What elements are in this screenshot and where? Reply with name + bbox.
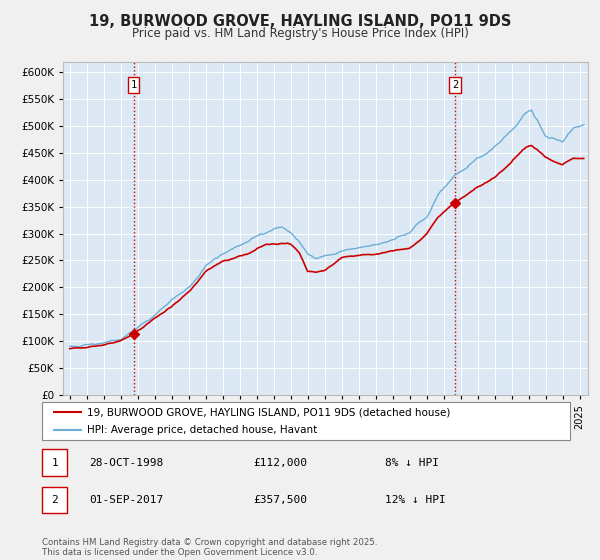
Text: HPI: Average price, detached house, Havant: HPI: Average price, detached house, Hava… [87,426,317,436]
Text: 19, BURWOOD GROVE, HAYLING ISLAND, PO11 9DS (detached house): 19, BURWOOD GROVE, HAYLING ISLAND, PO11 … [87,407,450,417]
Text: 12% ↓ HPI: 12% ↓ HPI [385,495,446,505]
Bar [42,449,67,476]
Text: 1: 1 [51,458,58,468]
Text: Price paid vs. HM Land Registry's House Price Index (HPI): Price paid vs. HM Land Registry's House … [131,27,469,40]
Text: £112,000: £112,000 [253,458,307,468]
Text: 1: 1 [130,80,137,90]
Text: 01-SEP-2017: 01-SEP-2017 [89,495,164,505]
Text: 2: 2 [452,80,458,90]
Bar [42,487,67,513]
Text: 28-OCT-1998: 28-OCT-1998 [89,458,164,468]
Text: Contains HM Land Registry data © Crown copyright and database right 2025.
This d: Contains HM Land Registry data © Crown c… [42,538,377,557]
Text: 19, BURWOOD GROVE, HAYLING ISLAND, PO11 9DS: 19, BURWOOD GROVE, HAYLING ISLAND, PO11 … [89,14,511,29]
Text: 8% ↓ HPI: 8% ↓ HPI [385,458,439,468]
Text: £357,500: £357,500 [253,495,307,505]
Text: 2: 2 [51,495,58,505]
